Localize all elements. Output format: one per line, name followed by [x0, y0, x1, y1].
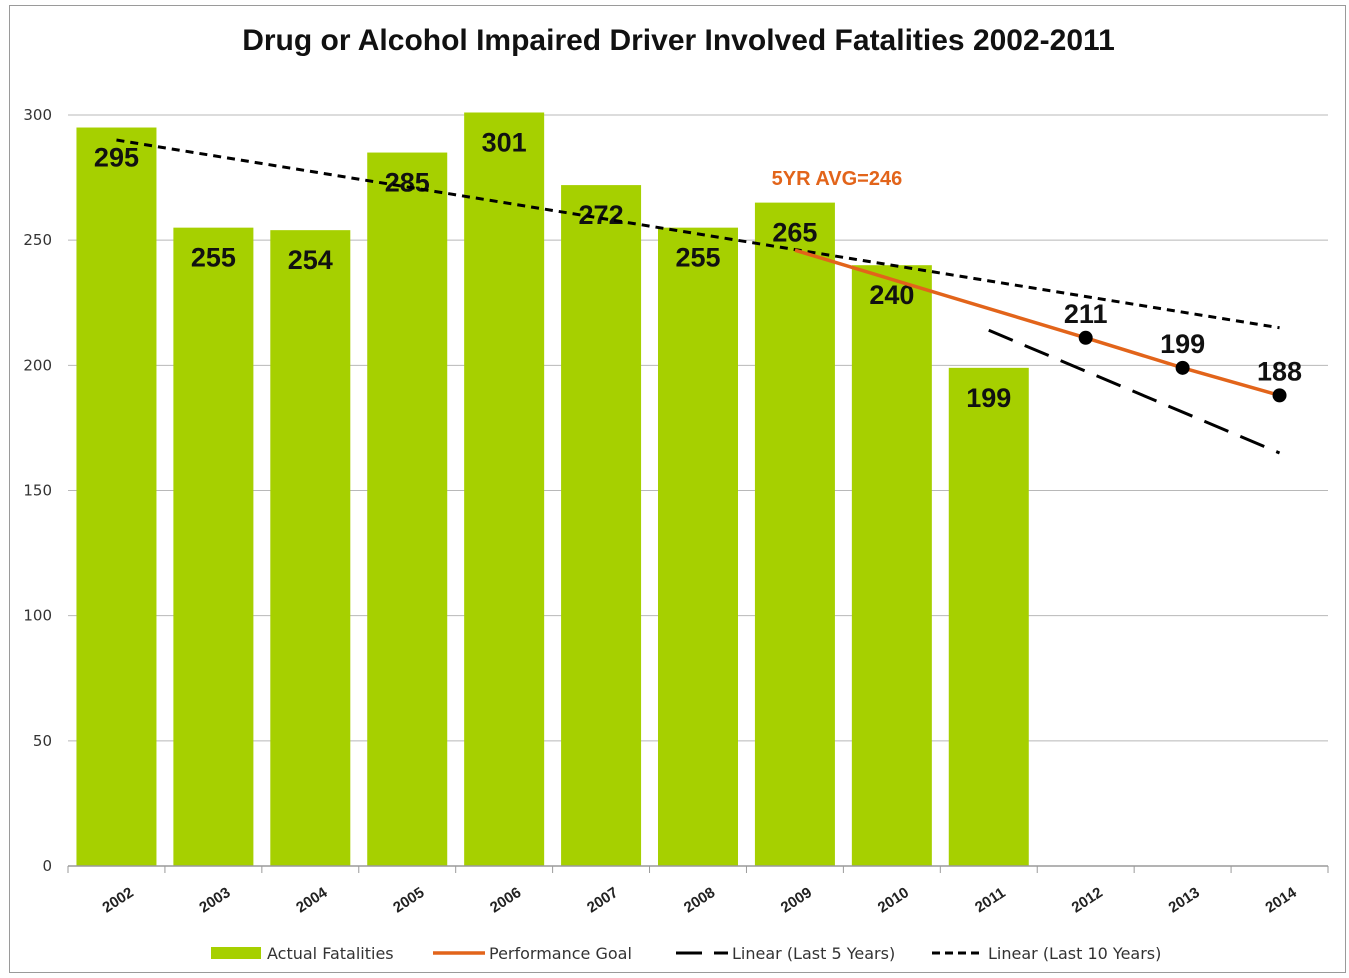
bar	[270, 230, 351, 867]
bar	[658, 227, 738, 866]
goal-point	[1175, 360, 1190, 375]
bar	[948, 367, 1029, 866]
chart-title: Drug or Alcohol Impaired Driver Involved…	[242, 24, 1115, 57]
avg-annotation: 5YR AVG=246	[772, 168, 903, 190]
legend-swatch	[211, 947, 261, 959]
goal-data-label: 211	[1064, 299, 1108, 329]
y-tick-label: 200	[23, 356, 52, 374]
trend-line	[988, 328, 1281, 455]
goal-data-label: 199	[1160, 329, 1205, 359]
x-tick-label: 2007	[584, 884, 621, 916]
x-tick-label: 2009	[778, 884, 815, 916]
x-tick-label: 2005	[390, 884, 427, 916]
goal-data-label: 188	[1257, 356, 1302, 386]
x-tick-label: 2011	[972, 884, 1009, 916]
y-tick-label: 100	[23, 607, 52, 625]
bar	[76, 127, 157, 867]
trend-line	[116, 138, 1280, 330]
legend-item: Linear (Last 10 Years)	[932, 944, 1161, 963]
x-tick-label: 2013	[1166, 884, 1203, 916]
x-tick-label: 2004	[293, 884, 331, 917]
bar	[754, 202, 835, 866]
legend-label: Linear (Last 5 Years)	[732, 944, 895, 963]
y-tick-label: 50	[33, 732, 52, 750]
goal-point	[1078, 330, 1093, 345]
x-tick-label: 2008	[681, 884, 718, 916]
x-tick-label: 2006	[487, 884, 524, 916]
bar	[851, 265, 932, 866]
legend-item: Linear (Last 5 Years)	[676, 944, 895, 963]
legend-item: Performance Goal	[433, 944, 632, 963]
y-tick-label: 150	[23, 482, 52, 500]
bar-data-label: 199	[966, 383, 1011, 413]
legend-label: Actual Fatalities	[267, 944, 394, 963]
legend-label: Linear (Last 10 Years)	[988, 944, 1161, 963]
y-tick-label: 0	[42, 857, 52, 875]
bar-data-label: 254	[288, 245, 333, 275]
bar-data-label: 265	[772, 218, 817, 248]
x-tick-label: 2002	[99, 884, 136, 916]
goal-point	[1272, 388, 1287, 403]
y-tick-label: 300	[23, 106, 52, 124]
bar-data-label: 285	[385, 168, 430, 198]
legend-item: Actual Fatalities	[211, 944, 394, 963]
bar	[464, 112, 545, 867]
bar	[367, 152, 448, 867]
x-tick-label: 2010	[875, 884, 912, 916]
x-tick-label: 2012	[1069, 884, 1106, 916]
x-tick-label: 2014	[1262, 884, 1300, 917]
bar-data-label: 301	[482, 127, 527, 157]
bar-data-label: 255	[191, 243, 236, 273]
y-tick-label: 250	[23, 231, 52, 249]
legend-label: Performance Goal	[489, 944, 632, 963]
bar	[561, 185, 642, 867]
bar	[173, 227, 254, 866]
bar-data-label: 295	[94, 143, 139, 173]
bar-data-label: 272	[579, 200, 624, 230]
goal-line	[794, 248, 1281, 398]
bar-data-label: 255	[675, 243, 720, 273]
x-tick-label: 2003	[196, 884, 233, 916]
